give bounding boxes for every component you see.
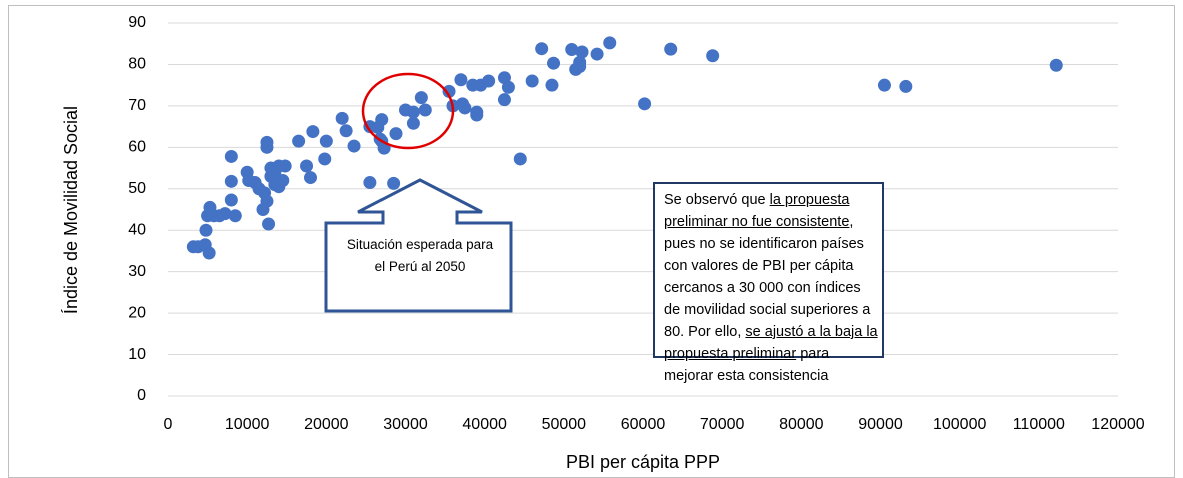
point xyxy=(224,149,238,163)
point xyxy=(278,159,292,173)
annotation-box xyxy=(653,182,884,358)
y-tick-label: 40 xyxy=(128,221,146,238)
point xyxy=(262,217,276,231)
point xyxy=(228,209,242,223)
x-tick-label: 60000 xyxy=(621,416,666,433)
point xyxy=(638,97,652,111)
point xyxy=(603,36,617,50)
point xyxy=(199,223,213,237)
point xyxy=(482,74,496,88)
point xyxy=(363,176,377,190)
point xyxy=(202,246,216,260)
annotation-part: la propuesta preliminar no fue consisten… xyxy=(664,192,850,230)
x-tick-label: 30000 xyxy=(383,416,428,433)
x-tick-label: 110000 xyxy=(1013,416,1065,433)
highlight-ellipse xyxy=(361,72,455,150)
grid: 0 10 20 30 40 50 60 70 80 90 0 10000 20000 30000 40000… xyxy=(128,14,1145,433)
annotation-part: se ajustó a la baja la propuesta prelimi… xyxy=(664,324,878,362)
y-tick-label: 0 xyxy=(137,387,146,404)
point xyxy=(218,207,232,221)
point xyxy=(224,174,238,188)
x-tick-label: 80000 xyxy=(779,416,824,433)
point xyxy=(304,171,317,185)
chart-frame xyxy=(8,5,1175,478)
y-tick-label: 70 xyxy=(128,97,146,114)
point xyxy=(470,105,484,119)
point xyxy=(664,42,678,56)
point xyxy=(501,80,515,94)
point xyxy=(260,135,274,149)
annotation-part: Se observó que xyxy=(664,192,770,208)
point xyxy=(513,152,527,166)
point xyxy=(442,84,456,98)
annotation-part: para mejorar esta consistencia xyxy=(664,346,830,384)
point xyxy=(387,176,401,190)
point xyxy=(458,101,472,115)
point xyxy=(306,125,320,139)
point xyxy=(706,49,720,63)
x-tick-label: 100000 xyxy=(933,416,986,433)
point xyxy=(535,42,549,56)
point xyxy=(414,91,428,105)
x-tick-label: 20000 xyxy=(304,416,349,433)
callout-text: Situación esperada para el Perú al 2050 xyxy=(346,237,494,274)
point xyxy=(406,116,420,130)
point xyxy=(389,127,403,141)
y-tick-label: 90 xyxy=(128,14,146,31)
y-tick-label: 60 xyxy=(128,139,146,156)
point xyxy=(547,56,561,70)
x-axis-label: PBI per cápita PPP xyxy=(566,452,720,472)
point xyxy=(545,78,559,92)
point xyxy=(454,73,468,87)
point xyxy=(335,111,349,125)
point xyxy=(292,134,306,148)
x-tick-label: 50000 xyxy=(542,416,587,433)
point xyxy=(899,79,913,93)
point xyxy=(375,113,389,127)
y-tick-label: 20 xyxy=(128,304,146,321)
point xyxy=(406,105,420,119)
x-tick-label: 40000 xyxy=(462,416,507,433)
point xyxy=(565,43,579,57)
annotation-text: Se observó que la propuesta preliminar n… xyxy=(664,189,878,387)
point xyxy=(877,78,891,92)
point xyxy=(318,152,332,166)
x-tick-label: 70000 xyxy=(700,416,745,433)
point xyxy=(319,134,333,148)
point xyxy=(224,193,238,207)
point xyxy=(339,124,353,138)
y-tick-label: 50 xyxy=(128,180,146,197)
point xyxy=(276,173,290,187)
annotation-part: , pues no se identificaron países con va… xyxy=(664,214,871,340)
point xyxy=(300,159,314,173)
x-tick-label: 120000 xyxy=(1091,416,1144,433)
point xyxy=(1049,58,1063,72)
y-tick-label: 80 xyxy=(128,56,146,73)
point xyxy=(418,103,432,117)
point xyxy=(347,139,361,153)
point xyxy=(497,93,511,107)
y-tick-label: 10 xyxy=(128,346,146,363)
point xyxy=(260,194,274,208)
point xyxy=(590,47,604,61)
point xyxy=(573,60,587,74)
callout-arrow xyxy=(324,178,513,313)
y-axis-label: Índice de Movilidad Social xyxy=(61,106,81,314)
x-tick-label: 0 xyxy=(164,416,173,433)
x-tick-label: 10000 xyxy=(225,416,270,433)
x-tick-label: 90000 xyxy=(858,416,903,433)
y-tick-label: 30 xyxy=(128,263,146,280)
point xyxy=(575,45,589,59)
point xyxy=(525,74,539,88)
